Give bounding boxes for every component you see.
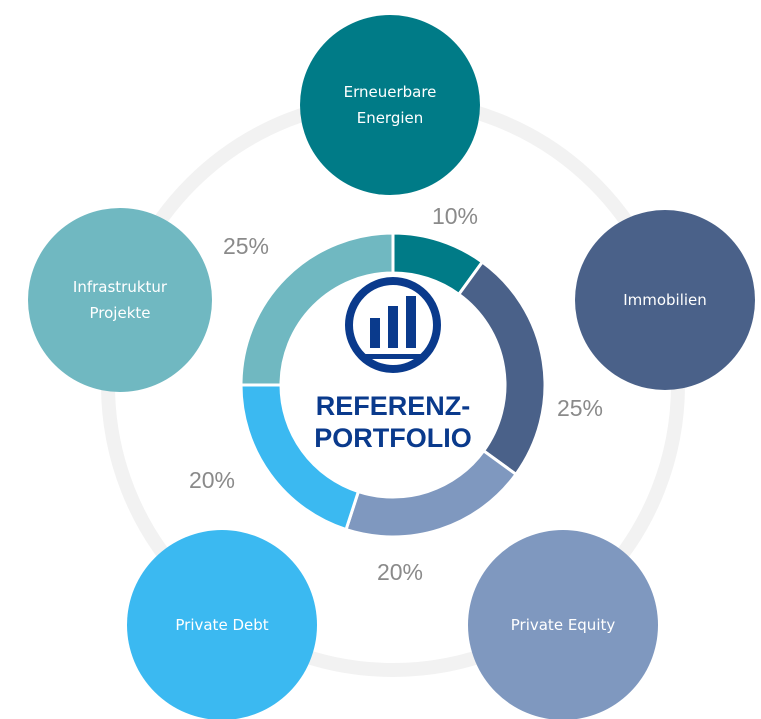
donut-segment bbox=[239, 231, 395, 387]
center-label: REFERENZ- bbox=[316, 391, 471, 421]
category-label: Private Equity bbox=[510, 616, 616, 634]
category-label: Infrastruktur Projekte bbox=[72, 278, 168, 322]
category-label: Erneuerbare Energien bbox=[343, 83, 437, 127]
category-circle bbox=[28, 208, 212, 392]
donut-segment bbox=[344, 448, 519, 539]
donut: 10% 25% 20% 20% 25% bbox=[28, 15, 755, 719]
category-label: Private Debt bbox=[175, 616, 269, 634]
center-label: PORTFOLIO bbox=[314, 423, 472, 453]
value-label: 20% bbox=[377, 559, 423, 585]
value-label: 25% bbox=[557, 395, 603, 421]
category-label: Immobilien bbox=[623, 291, 707, 309]
value-label: 10% bbox=[432, 203, 478, 229]
category-circle bbox=[300, 15, 480, 195]
logo bbox=[345, 277, 441, 373]
category-circle bbox=[127, 530, 317, 719]
category-circle bbox=[468, 530, 658, 719]
donut-segment bbox=[456, 259, 547, 477]
value-label: 25% bbox=[223, 233, 269, 259]
category-circle bbox=[575, 210, 755, 390]
value-label: 20% bbox=[189, 467, 235, 493]
